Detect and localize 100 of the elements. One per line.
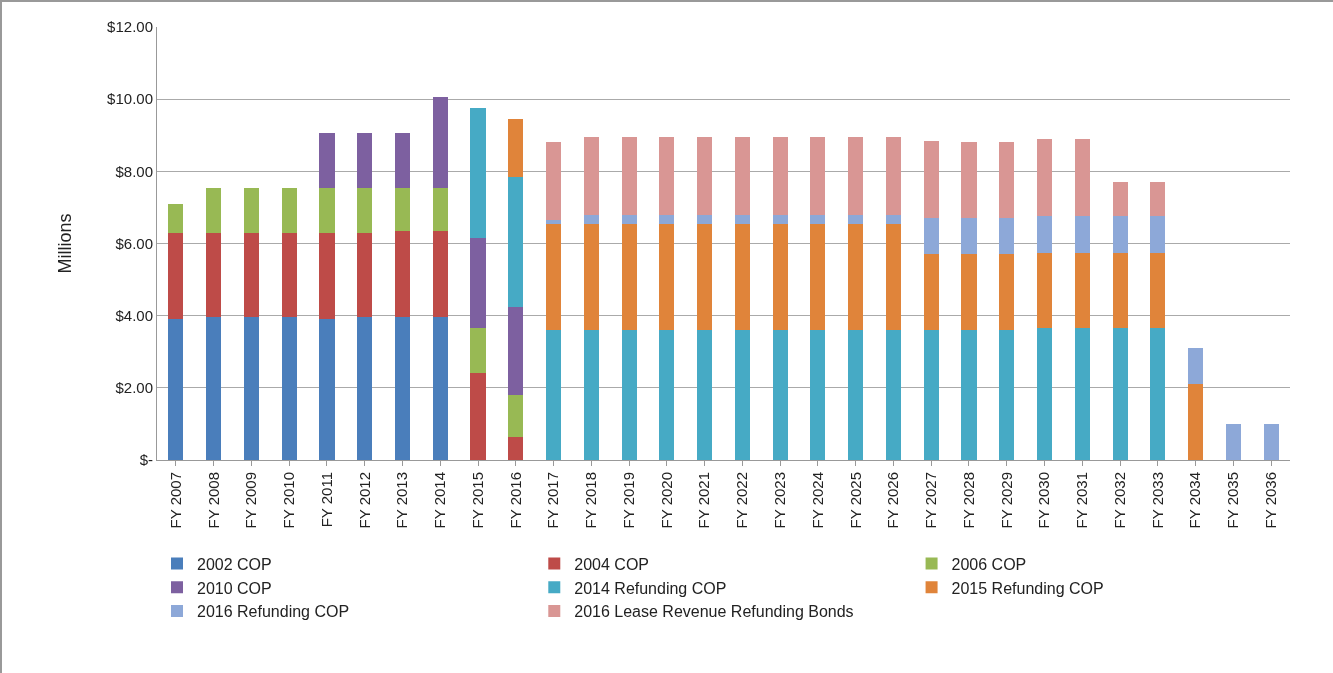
bar (508, 395, 524, 437)
bar (432, 187, 448, 231)
x-tick-label: FY 2030 (1035, 472, 1053, 529)
bar (621, 137, 637, 215)
bar (1150, 252, 1166, 329)
legend-label: 2016 Lease Revenue Refunding Bonds (574, 603, 854, 621)
y-tick-label: $2.00 (115, 379, 153, 397)
x-tick-label: FY 2009 (242, 472, 260, 529)
bar (1036, 252, 1053, 329)
legend-label: 2006 COP (951, 555, 1027, 573)
x-tick-label: FY 2019 (619, 472, 637, 529)
bar (772, 137, 788, 215)
legend-label: 2014 Refunding COP (574, 579, 727, 597)
bar (281, 232, 297, 318)
bar (281, 187, 297, 233)
bar (961, 254, 977, 331)
bar (1036, 216, 1053, 253)
bar (885, 137, 901, 215)
bar (961, 330, 977, 460)
bar (734, 223, 750, 331)
bar (810, 214, 826, 224)
legend-label: 2002 COP (197, 555, 272, 573)
bar (243, 232, 259, 318)
y-tick-label: $6.00 (115, 234, 153, 252)
bar (659, 214, 675, 224)
bar (923, 218, 939, 255)
x-tick-label: FY 2007 (166, 472, 184, 529)
bar (281, 317, 297, 460)
bar (961, 218, 977, 255)
bar (1263, 423, 1279, 460)
bar (659, 137, 675, 215)
bar (583, 223, 599, 331)
bar (621, 223, 637, 331)
bar (999, 142, 1015, 219)
bar (810, 330, 826, 460)
bar (848, 223, 864, 331)
x-tick-label: FY 2029 (997, 472, 1015, 529)
bar (394, 187, 411, 231)
bar (810, 223, 826, 331)
bar (1074, 328, 1090, 460)
bar (1074, 252, 1090, 329)
bar (319, 187, 335, 233)
x-tick-label: FY 2024 (808, 472, 826, 529)
bar (734, 330, 750, 460)
x-tick-label: FY 2035 (1224, 472, 1242, 529)
y-axis-title: Millions (55, 213, 76, 274)
bar (923, 140, 939, 219)
bar (621, 214, 637, 224)
bar (999, 330, 1015, 460)
bar (885, 223, 901, 331)
bar (999, 218, 1015, 255)
bar (697, 214, 713, 224)
bar (659, 223, 675, 331)
bar (659, 330, 675, 460)
bar (357, 133, 373, 188)
bar (357, 232, 373, 318)
bar (848, 330, 864, 460)
bar (923, 330, 939, 460)
bar (734, 137, 750, 215)
bar (206, 232, 222, 318)
x-tick-label: FY 2016 (506, 472, 524, 529)
bar (1036, 328, 1053, 460)
bar (206, 187, 222, 233)
bar (394, 317, 411, 460)
x-tick-label: FY 2027 (922, 472, 940, 529)
bar (1074, 216, 1090, 253)
x-tick-label: FY 2036 (1261, 472, 1279, 529)
bar (546, 220, 562, 224)
x-tick-label: FY 2015 (468, 472, 486, 529)
x-tick-label: FY 2023 (771, 472, 789, 529)
bar (1112, 252, 1128, 329)
bar (432, 230, 448, 318)
bar (734, 214, 750, 224)
bar (583, 137, 599, 215)
bar (357, 187, 373, 233)
x-tick-label: FY 2018 (582, 472, 600, 529)
bar (508, 119, 524, 177)
bar (508, 436, 524, 460)
bar (243, 317, 259, 460)
bar (546, 142, 562, 221)
bar (1074, 138, 1090, 217)
bar (546, 223, 562, 331)
bar (432, 97, 448, 188)
bar (243, 187, 259, 233)
bar (1188, 348, 1204, 385)
bar (168, 232, 184, 320)
bar (885, 330, 901, 460)
bar (357, 317, 373, 460)
legend-label: 2016 Refunding COP (197, 603, 350, 621)
bar (923, 254, 939, 331)
x-tick-label: FY 2026 (884, 472, 902, 529)
bar (168, 203, 184, 233)
x-tick-label: FY 2012 (355, 472, 373, 529)
bar (470, 238, 486, 329)
x-tick-label: FY 2031 (1073, 472, 1091, 529)
bar (470, 108, 486, 239)
bar (1188, 384, 1204, 460)
legend-label: 2015 Refunding COP (951, 579, 1104, 597)
y-tick-label: $10.00 (107, 90, 153, 108)
bar (508, 176, 524, 307)
